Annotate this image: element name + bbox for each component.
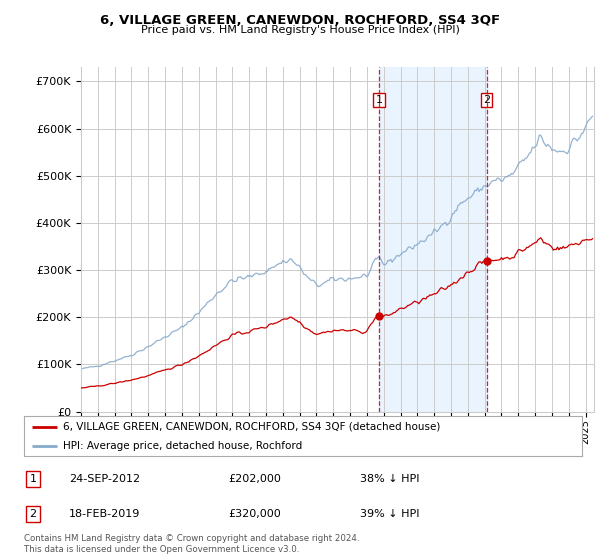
Text: HPI: Average price, detached house, Rochford: HPI: Average price, detached house, Roch… <box>63 441 302 450</box>
Text: 38% ↓ HPI: 38% ↓ HPI <box>360 474 419 484</box>
Text: Contains HM Land Registry data © Crown copyright and database right 2024.
This d: Contains HM Land Registry data © Crown c… <box>24 534 359 554</box>
Text: 18-FEB-2019: 18-FEB-2019 <box>69 509 140 519</box>
Bar <box>379 67 487 412</box>
Text: Price paid vs. HM Land Registry's House Price Index (HPI): Price paid vs. HM Land Registry's House … <box>140 25 460 35</box>
Text: 1: 1 <box>376 95 383 105</box>
Text: £202,000: £202,000 <box>228 474 281 484</box>
Text: 24-SEP-2012: 24-SEP-2012 <box>69 474 140 484</box>
Text: 2: 2 <box>483 95 490 105</box>
Text: 6, VILLAGE GREEN, CANEWDON, ROCHFORD, SS4 3QF: 6, VILLAGE GREEN, CANEWDON, ROCHFORD, SS… <box>100 14 500 27</box>
Text: 2: 2 <box>29 509 37 519</box>
Text: 39% ↓ HPI: 39% ↓ HPI <box>360 509 419 519</box>
Text: 1: 1 <box>29 474 37 484</box>
Text: 6, VILLAGE GREEN, CANEWDON, ROCHFORD, SS4 3QF (detached house): 6, VILLAGE GREEN, CANEWDON, ROCHFORD, SS… <box>63 422 440 432</box>
Text: £320,000: £320,000 <box>228 509 281 519</box>
